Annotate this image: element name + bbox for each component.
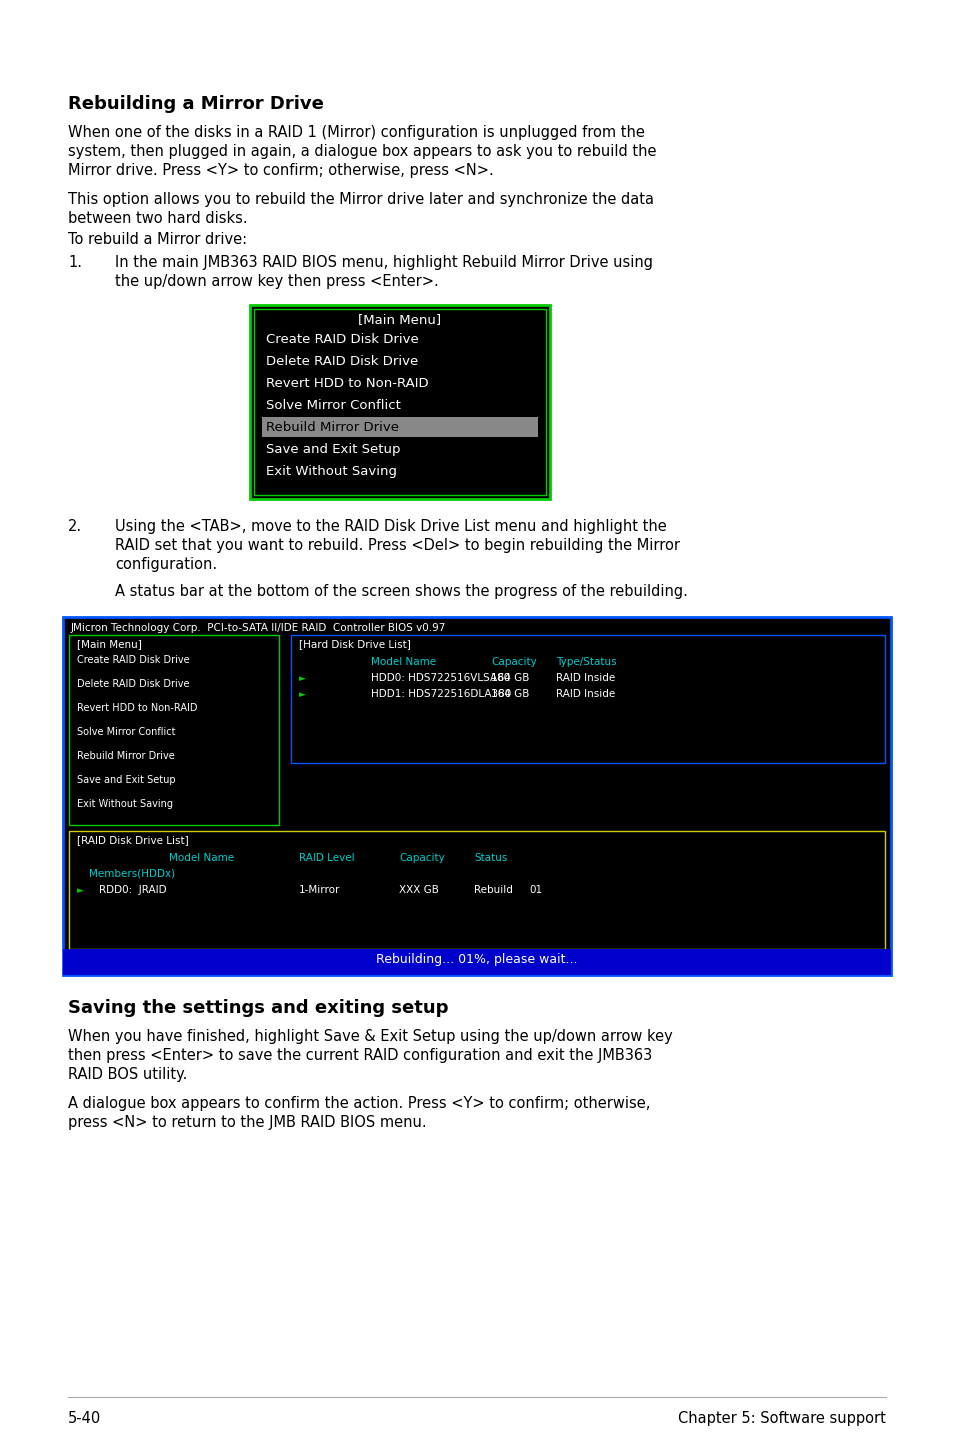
Text: Rebuild Mirror Drive: Rebuild Mirror Drive	[77, 751, 174, 761]
Text: Status: Status	[474, 853, 507, 863]
Text: In the main JMB363 RAID BIOS menu, highlight Rebuild Mirror Drive using: In the main JMB363 RAID BIOS menu, highl…	[115, 255, 652, 270]
Text: ►: ►	[298, 690, 306, 699]
Bar	[262, 417, 537, 437]
Text: 2.: 2.	[68, 519, 82, 533]
Text: A dialogue box appears to confirm the action. Press <Y> to confirm; otherwise,: A dialogue box appears to confirm the ac…	[68, 1096, 650, 1112]
Text: Save and Exit Setup: Save and Exit Setup	[266, 443, 400, 456]
Text: Chapter 5: Software support: Chapter 5: Software support	[678, 1411, 885, 1426]
Text: Using the <TAB>, move to the RAID Disk Drive List menu and highlight the: Using the <TAB>, move to the RAID Disk D…	[115, 519, 666, 533]
Text: Mirror drive. Press <Y> to confirm; otherwise, press <N>.: Mirror drive. Press <Y> to confirm; othe…	[68, 162, 494, 178]
Text: Exit Without Saving: Exit Without Saving	[77, 800, 172, 810]
Text: Saving the settings and exiting setup: Saving the settings and exiting setup	[68, 999, 448, 1017]
Text: [Main Menu]: [Main Menu]	[358, 313, 441, 326]
Text: 01: 01	[529, 884, 541, 894]
Text: To rebuild a Mirror drive:: To rebuild a Mirror drive:	[68, 232, 247, 247]
Text: [RAID Disk Drive List]: [RAID Disk Drive List]	[77, 835, 189, 846]
Text: Create RAID Disk Drive: Create RAID Disk Drive	[266, 334, 418, 347]
Text: Create RAID Disk Drive: Create RAID Disk Drive	[77, 654, 190, 664]
Text: RAID BOS utility.: RAID BOS utility.	[68, 1067, 187, 1081]
Text: Rebuilding... 01%, please wait...: Rebuilding... 01%, please wait...	[375, 953, 578, 966]
Text: Rebuilding a Mirror Drive: Rebuilding a Mirror Drive	[68, 95, 323, 114]
Text: Capacity: Capacity	[491, 657, 537, 667]
Bar	[69, 831, 884, 949]
Text: Capacity: Capacity	[398, 853, 444, 863]
Text: 164 GB: 164 GB	[491, 689, 529, 699]
Text: HDD0: HDS722516VLSA80: HDD0: HDS722516VLSA80	[371, 673, 510, 683]
Text: This option allows you to rebuild the Mirror drive later and synchronize the dat: This option allows you to rebuild the Mi…	[68, 193, 654, 207]
Bar	[69, 636, 278, 825]
Text: Revert HDD to Non-RAID: Revert HDD to Non-RAID	[266, 377, 428, 390]
Text: Solve Mirror Conflict: Solve Mirror Conflict	[266, 398, 400, 413]
Text: Save and Exit Setup: Save and Exit Setup	[77, 775, 175, 785]
Text: 1.: 1.	[68, 255, 82, 270]
Text: Revert HDD to Non-RAID: Revert HDD to Non-RAID	[77, 703, 197, 713]
Text: JMicron Technology Corp.  PCI-to-SATA II/IDE RAID  Controller BIOS v0.97: JMicron Technology Corp. PCI-to-SATA II/…	[71, 623, 446, 633]
Text: Rebuild Mirror Drive: Rebuild Mirror Drive	[266, 421, 398, 434]
Bar	[250, 305, 550, 499]
Text: 164 GB: 164 GB	[491, 673, 529, 683]
Text: system, then plugged in again, a dialogue box appears to ask you to rebuild the: system, then plugged in again, a dialogu…	[68, 144, 656, 160]
Text: ►: ►	[298, 674, 306, 683]
Text: Model Name: Model Name	[371, 657, 436, 667]
Text: When you have finished, highlight Save & Exit Setup using the up/down arrow key: When you have finished, highlight Save &…	[68, 1030, 672, 1044]
Text: then press <Enter> to save the current RAID configuration and exit the JMB363: then press <Enter> to save the current R…	[68, 1048, 652, 1063]
Text: Exit Without Saving: Exit Without Saving	[266, 464, 396, 477]
Text: RAID set that you want to rebuild. Press <Del> to begin rebuilding the Mirror: RAID set that you want to rebuild. Press…	[115, 538, 679, 554]
Bar	[291, 636, 884, 764]
Text: press <N> to return to the JMB RAID BIOS menu.: press <N> to return to the JMB RAID BIOS…	[68, 1114, 426, 1130]
Text: Rebuild: Rebuild	[474, 884, 513, 894]
Text: [Main Menu]: [Main Menu]	[77, 638, 142, 649]
Text: A status bar at the bottom of the screen shows the progress of the rebuilding.: A status bar at the bottom of the screen…	[115, 584, 687, 600]
Text: [Hard Disk Drive List]: [Hard Disk Drive List]	[298, 638, 411, 649]
Text: configuration.: configuration.	[115, 557, 217, 572]
Text: the up/down arrow key then press <Enter>.: the up/down arrow key then press <Enter>…	[115, 275, 438, 289]
Bar	[63, 617, 890, 975]
Text: Delete RAID Disk Drive: Delete RAID Disk Drive	[266, 355, 417, 368]
Text: Delete RAID Disk Drive: Delete RAID Disk Drive	[77, 679, 190, 689]
Text: HDD1: HDS722516DLA380: HDD1: HDS722516DLA380	[371, 689, 511, 699]
Text: RDD0:  JRAID: RDD0: JRAID	[99, 884, 167, 894]
Bar	[63, 949, 890, 975]
Text: RAID Inside: RAID Inside	[556, 673, 615, 683]
Text: RAID Inside: RAID Inside	[556, 689, 615, 699]
Text: ►: ►	[77, 886, 84, 894]
Text: When one of the disks in a RAID 1 (Mirror) configuration is unplugged from the: When one of the disks in a RAID 1 (Mirro…	[68, 125, 644, 139]
Text: Model Name: Model Name	[169, 853, 233, 863]
Text: XXX GB: XXX GB	[398, 884, 438, 894]
Text: 5-40: 5-40	[68, 1411, 101, 1426]
Text: between two hard disks.: between two hard disks.	[68, 211, 248, 226]
Text: 1-Mirror: 1-Mirror	[298, 884, 340, 894]
Text: Type/Status: Type/Status	[556, 657, 616, 667]
Bar	[253, 309, 545, 495]
Text: Solve Mirror Conflict: Solve Mirror Conflict	[77, 728, 175, 738]
Text: RAID Level: RAID Level	[298, 853, 355, 863]
Text: Members(HDDx): Members(HDDx)	[89, 869, 175, 879]
